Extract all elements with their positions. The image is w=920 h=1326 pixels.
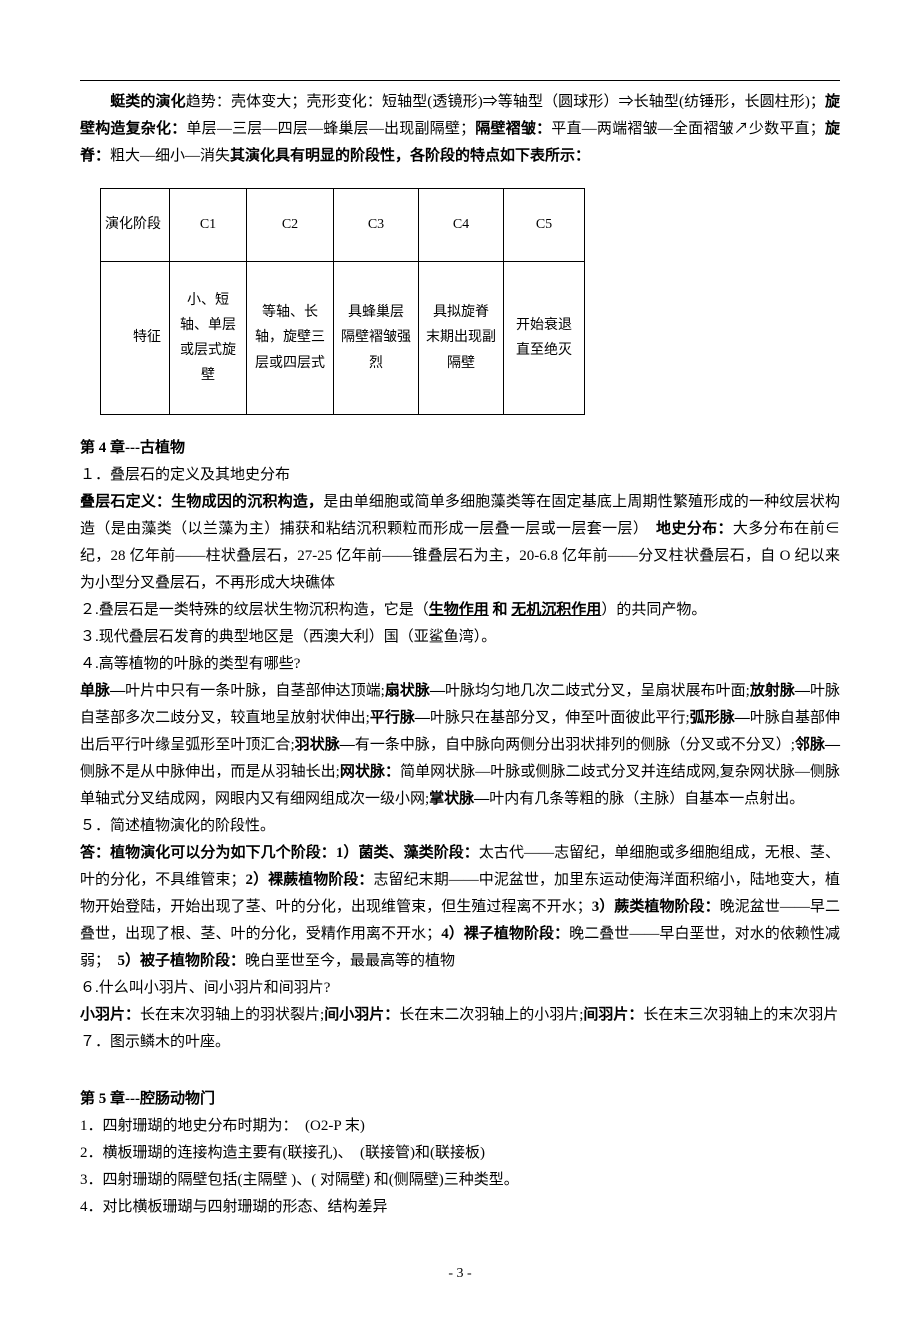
ch4-q4: ４.高等植物的叶脉的类型有哪些? — [80, 651, 840, 678]
a1-bold2: 地史分布： — [656, 521, 733, 537]
ch5-title: 第 5 章---腔肠动物门 — [80, 1086, 840, 1113]
td: C4 — [419, 189, 504, 262]
ch4-q2: ２.叠层石是一类特殊的纹层状生物沉积构造，它是（生物作用 和 无机沉积作用）的共… — [80, 597, 840, 624]
td: C1 — [170, 189, 247, 262]
td: C3 — [334, 189, 419, 262]
intro-t2: 单层—三层—四层—蜂巢层—出现副隔壁； — [186, 121, 475, 137]
a4b7: 邻脉— — [795, 737, 840, 753]
td: 开始衰退 直至绝灭 — [504, 262, 585, 415]
q2-u1: 生物作用 — [429, 602, 489, 618]
td: 小、短轴、单层或层式旋壁 — [170, 262, 247, 415]
a5-5b: 5）被子植物阶段： — [118, 953, 246, 969]
ch4-q5: ５．简述植物演化的阶段性。 — [80, 813, 840, 840]
a5-3b: 3）蕨类植物阶段： — [592, 899, 720, 915]
table-row: 演化阶段 C1 C2 C3 C4 C5 — [101, 189, 585, 262]
a4t4: 叶脉只在基部分叉，伸至叶面彼此平行; — [430, 710, 690, 726]
ch4-a1: 叠层石定义：生物成因的沉积构造，是由单细胞或简单多细胞藻类等在固定基底上周期性繁… — [80, 489, 840, 597]
ch4-title: 第 4 章---古植物 — [80, 435, 840, 462]
ch5-l4: 4．对比横板珊瑚与四射珊瑚的形态、结构差异 — [80, 1194, 840, 1221]
q2-post: ）的共同产物。 — [601, 602, 706, 618]
th-feat: 特征 — [101, 262, 170, 415]
ch4-q7: ７．图示鳞木的叶座。 — [80, 1029, 840, 1056]
q2-u2: 无机沉积作用 — [511, 602, 601, 618]
a4b5: 弧形脉— — [690, 710, 750, 726]
intro-bold5: 其演化具有明显的阶段性，各阶段的特点如下表所示： — [230, 148, 590, 164]
a5-4b: 4）裸子植物阶段： — [441, 926, 569, 942]
a4b1: 单脉— — [80, 683, 125, 699]
a4b9: 掌状脉— — [429, 791, 489, 807]
td: 具拟旋脊 末期出现副隔壁 — [419, 262, 504, 415]
a4t1: 叶片中只有一条叶脉，自茎部伸达顶端; — [125, 683, 385, 699]
a4t6: 有一条中脉，自中脉向两侧分出羽状排列的侧脉（分叉或不分叉）; — [355, 737, 795, 753]
ch5-l2: 2．横板珊瑚的连接构造主要有(联接孔)、 (联接管)和(联接板) — [80, 1140, 840, 1167]
td: C5 — [504, 189, 585, 262]
top-rule — [80, 80, 840, 81]
a4b3: 放射脉— — [750, 683, 810, 699]
a6-3b: 间羽片： — [583, 1007, 643, 1023]
page-number: - 3 - — [80, 1261, 840, 1286]
a5h: 答：植物演化可以分为如下几个阶段：1）菌类、藻类阶段： — [80, 845, 479, 861]
a6-2: 长在末二次羽轴上的小羽片; — [399, 1007, 583, 1023]
td: 具蜂巢层 隔壁褶皱强烈 — [334, 262, 419, 415]
a6-2b: 间小羽片： — [324, 1007, 399, 1023]
evolution-table: 演化阶段 C1 C2 C3 C4 C5 特征 小、短轴、单层或层式旋壁 等轴、长… — [100, 188, 585, 415]
a4t7: 侧脉不是从中脉伸出，而是从羽轴长出; — [80, 764, 340, 780]
td: 等轴、长轴，旋壁三层或四层式 — [247, 262, 334, 415]
td: C2 — [247, 189, 334, 262]
a6-1b: 小羽片： — [80, 1007, 140, 1023]
a4b4: 平行脉— — [370, 710, 430, 726]
q2-pre: ２.叠层石是一类特殊的纹层状生物沉积构造，它是（ — [80, 602, 429, 618]
ch4-q3: ３.现代叠层石发育的典型地区是（西澳大利）国（亚鲨鱼湾）。 — [80, 624, 840, 651]
ch4-a6: 小羽片：长在末次羽轴上的羽状裂片;间小羽片：长在末二次羽轴上的小羽片;间羽片：长… — [80, 1002, 840, 1029]
intro-bold1: 蜓类的演化 — [80, 94, 186, 110]
th-stage: 演化阶段 — [101, 189, 170, 262]
a4t2: 叶脉均匀地几次二歧式分叉，呈扇状展布叶面; — [445, 683, 750, 699]
a6-3: 长在末三次羽轴上的末次羽片 — [643, 1007, 838, 1023]
ch4-a4: 单脉—叶片中只有一条叶脉，自茎部伸达顶端;扇状脉—叶脉均匀地几次二歧式分叉，呈扇… — [80, 678, 840, 813]
ch5-l3: 3．四射珊瑚的隔壁包括(主隔壁 )、( 对隔壁) 和(侧隔壁)三种类型。 — [80, 1167, 840, 1194]
intro-bold3: 隔壁褶皱： — [475, 121, 551, 137]
a4b8: 网状脉： — [340, 764, 400, 780]
a4b2: 扇状脉— — [385, 683, 445, 699]
intro-t4: 粗大—细小—消失 — [110, 148, 230, 164]
intro-p1: 蜓类的演化趋势：壳体变大；壳形变化：短轴型(透镜形)⇒等轴型（圆球形）⇒长轴型(… — [80, 89, 840, 170]
a6-1: 长在末次羽轴上的羽状裂片; — [140, 1007, 324, 1023]
ch4-a5: 答：植物演化可以分为如下几个阶段：1）菌类、藻类阶段：太古代——志留纪，单细胞或… — [80, 840, 840, 975]
intro-t3: 平直—两端褶皱—全面褶皱↗少数平直； — [551, 121, 824, 137]
ch4-q6: ６.什么叫小羽片、间小羽片和间羽片? — [80, 975, 840, 1002]
a4b6: 羽状脉— — [295, 737, 355, 753]
a5-2b: 2）裸蕨植物阶段： — [246, 872, 374, 888]
ch5-l1: 1．四射珊瑚的地史分布时期为： (O2-P 末) — [80, 1113, 840, 1140]
a1-bold: 叠层石定义：生物成因的沉积构造， — [80, 494, 323, 510]
q2-mid: 和 — [489, 602, 512, 618]
intro-t1b: 短轴型(透镜形)⇒等轴型（圆球形）⇒长轴型(纺锤形，长圆柱形)； — [382, 94, 825, 110]
a5-5: 晚白垩世至今，最最高等的植物 — [245, 953, 455, 969]
ch4-q1: １．叠层石的定义及其地史分布 — [80, 462, 840, 489]
intro-t1: 趋势：壳体变大；壳形变化： — [186, 94, 382, 110]
table-row: 特征 小、短轴、单层或层式旋壁 等轴、长轴，旋壁三层或四层式 具蜂巢层 隔壁褶皱… — [101, 262, 585, 415]
a4t9: 叶内有几条等粗的脉（主脉）自基本一点射出。 — [489, 791, 804, 807]
